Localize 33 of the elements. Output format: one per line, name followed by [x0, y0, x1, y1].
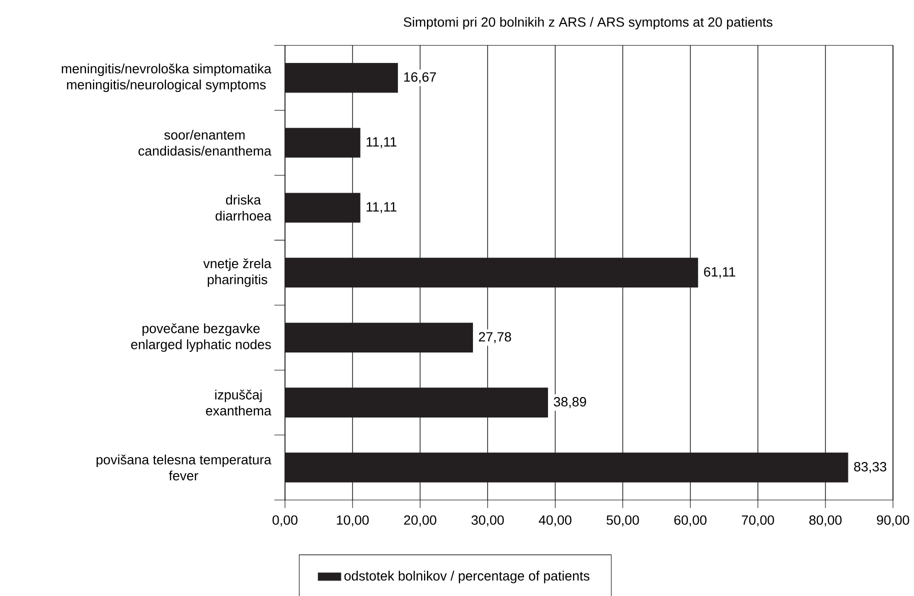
y-tick-label: vnetje žrela pharingitis	[203, 258, 272, 287]
data-label: 83,33	[854, 462, 886, 474]
chart-title: Simptomi pri 20 bolnikih z ARS / ARS symptoms at 20 patients	[404, 17, 772, 30]
data-label: 16,67	[404, 72, 436, 84]
x-tick-label: 30,00	[471, 515, 504, 526]
y-tick-label: meningitis/nevrološka simptomatika meningitis/neurological symptoms	[62, 64, 272, 92]
data-label: 61,11	[704, 267, 736, 278]
x-tick-label: 70,00	[742, 515, 774, 526]
x-tick-label: 10,00	[336, 515, 369, 526]
x-tick-label: 0,00	[272, 515, 298, 526]
y-tick-label: povišana telesna temperatura fever	[96, 454, 272, 480]
y-tick-label: izpuščaj exanthema	[206, 390, 272, 416]
x-tick-label: 40,00	[538, 515, 572, 526]
x-tick-label: 80,00	[809, 515, 842, 526]
bar	[285, 452, 848, 482]
bar	[285, 322, 473, 352]
data-label: 11,11	[366, 202, 396, 214]
y-tick-label: povečane bezgavke enlarged lyphatic nodes	[131, 323, 271, 352]
data-label: 11,11	[366, 137, 396, 148]
bar	[285, 128, 360, 158]
bar	[285, 388, 548, 418]
legend-label: odstotek bolnikov / percentage of patients	[344, 570, 590, 584]
data-label: 38,89	[554, 397, 586, 408]
bar	[285, 62, 398, 93]
x-tick-label: 90,00	[876, 515, 910, 526]
bar	[285, 192, 360, 223]
y-tick-label: driska diarrhoea	[216, 194, 272, 221]
x-tick-label: 20,00	[404, 515, 436, 526]
data-label: 27,78	[478, 332, 512, 344]
y-tick-label: soor/enantem candidasis/enanthema	[138, 130, 272, 156]
x-tick-label: 60,00	[674, 515, 706, 526]
x-tick-label: 50,00	[606, 515, 639, 526]
bar	[285, 258, 698, 288]
